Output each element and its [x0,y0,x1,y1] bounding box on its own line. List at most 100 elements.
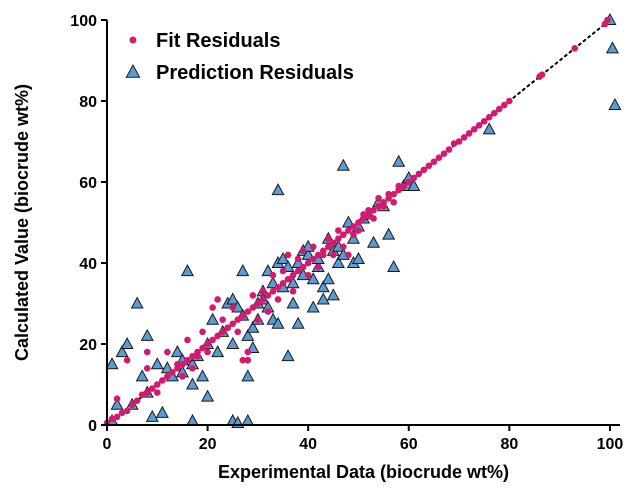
fit-residual-point [324,235,332,242]
fit-residual-point [204,340,211,348]
fit-residual-point [214,296,221,303]
prediction-residual-point [246,320,260,333]
fit-residual-point [133,397,141,405]
fit-residual-point [314,251,322,259]
fit-residual-point [330,239,337,247]
fit-residual-point [269,288,277,295]
fit-residual-point [370,207,377,214]
fit-residual-point [309,243,317,251]
fit-residual-point [194,352,201,360]
fit-residual-point [108,415,116,423]
fit-residual-point [335,227,342,234]
fit-residual-point [284,275,292,283]
data-points-layer [103,12,622,428]
prediction-residual-point [130,296,144,309]
prediction-residual-point [392,154,406,167]
prediction-residual-point [316,292,330,305]
legend-fit-residuals-label: Fit Residuals [156,30,280,52]
fit-residual-point [189,352,196,360]
prediction-residual-point [226,292,240,305]
prediction-residual-point [321,272,335,285]
fit-residual-point [360,211,367,218]
prediction-residual-point [241,328,255,341]
fit-residual-point [470,126,478,133]
fit-residual-point [244,308,252,315]
prediction-residual-point [271,316,285,329]
fit-residual-point [375,194,382,202]
fit-residual-point [380,203,387,210]
prediction-residual-point [185,413,200,426]
prediction-residual-point [170,345,184,358]
fit-residual-point [259,296,267,303]
fit-residual-point [264,292,272,299]
prediction-residual-point [316,280,330,293]
prediction-residual-point [105,357,119,370]
fit-residual-point [199,344,206,352]
fit-residual-point [148,385,156,392]
prediction-residual-point [382,227,396,240]
fit-residual-point [254,300,262,307]
fit-residual-point [284,251,292,259]
fit-residual-point [299,263,307,271]
y-tick-label: 80 [79,94,97,111]
prediction-residual-point [150,357,164,370]
prediction-residual-point [115,345,129,358]
prediction-residual-point [367,235,381,248]
fit-residual-point [375,203,382,210]
fit-residual-point [455,138,463,145]
prediction-residual-point [211,345,225,358]
fit-residual-point [164,348,171,356]
fit-residual-point [229,320,237,328]
x-tick-label: 20 [199,436,217,453]
prediction-residual-point [196,369,210,382]
x-tick-label: 0 [103,436,112,453]
fit-residual-point [184,336,191,344]
fit-residual-point [143,348,151,356]
fit-residual-point [340,243,347,251]
fit-residual-point [490,109,498,117]
fit-residual-point [480,117,488,125]
y-tick-label: 60 [79,175,97,192]
prediction-residual-point [241,369,255,382]
fit-residual-point [390,190,397,198]
fit-residual-point [209,304,216,311]
fit-residual-point [179,360,186,368]
prediction-residual-point [336,158,350,171]
fit-residual-point [604,16,611,24]
prediction-residual-point [291,316,305,329]
fit-residual-point [214,332,221,340]
fit-residual-point [189,365,196,372]
y-tick-label: 20 [79,337,97,354]
prediction-residual-point [608,98,622,111]
fit-residual-point [350,223,357,230]
fit-residual-point [123,407,131,415]
fit-residual-point [249,304,257,311]
fit-residual-point [340,231,347,238]
fit-residual-point [274,296,282,303]
fit-residual-point [269,271,277,279]
x-tick-label: 40 [299,436,317,453]
x-tick-label: 60 [400,436,418,453]
fit-residual-point [485,113,493,121]
fit-residual-point [184,356,191,364]
fit-residual-point [495,105,503,113]
prediction-residual-point [346,231,360,244]
x-axis-title: Experimental Data (biocrude wt%) [218,462,509,482]
prediction-residual-point [140,328,154,341]
fit-residual-point [430,158,438,166]
fit-residual-point [425,162,433,170]
fit-residual-point [123,356,131,364]
fit-residual-point [244,348,252,356]
fit-residual-point [445,146,453,153]
fit-residual-point [571,45,579,52]
fit-residual-point [219,328,226,336]
y-tick-label: 100 [70,13,97,30]
fit-residual-point [249,292,257,299]
legend: Fit Residuals Prediction Residuals [125,30,354,84]
fit-residual-point [324,243,332,251]
prediction-residual-point [286,296,300,309]
fit-residual-point [435,154,443,161]
fit-residual-point [264,308,272,315]
fit-residual-point [330,251,337,259]
